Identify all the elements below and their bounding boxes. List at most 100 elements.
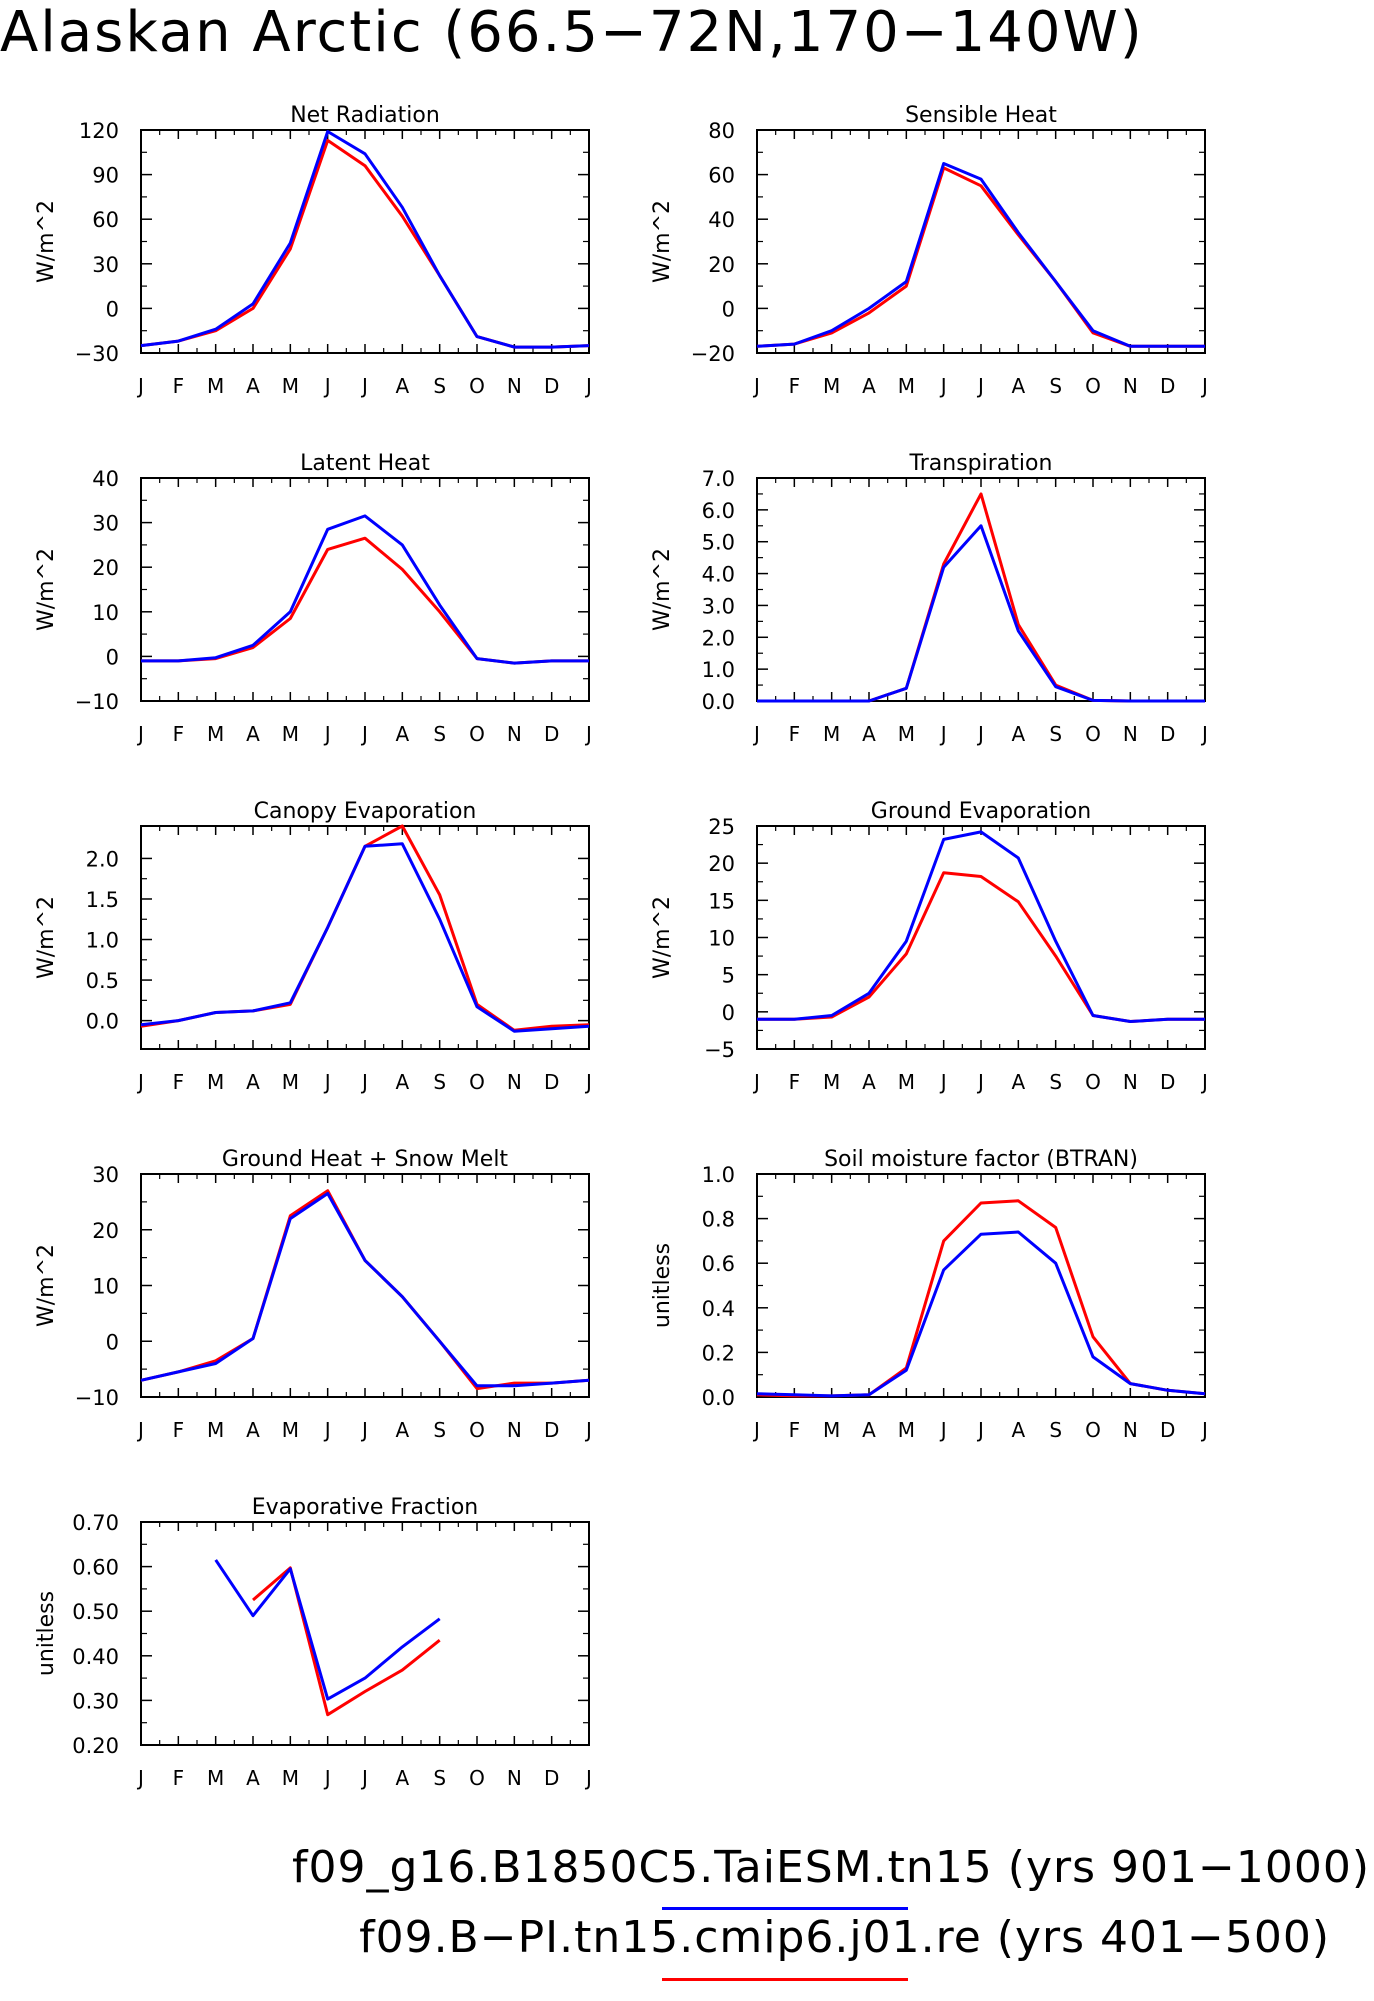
- x-tick-label: A: [1011, 1070, 1025, 1094]
- panel-title: Latent Heat: [300, 451, 430, 476]
- x-tick-label: J: [752, 1418, 760, 1442]
- plot-frame: [756, 825, 1206, 1050]
- series-line-1: [140, 1189, 590, 1391]
- plot-frame: [756, 129, 1206, 354]
- y-axis-label: W/m^2: [34, 1244, 59, 1327]
- series-line-1: [757, 871, 1205, 1023]
- x-tick-label: J: [584, 1418, 592, 1442]
- x-tick-label: S: [433, 1766, 446, 1790]
- x-tick-label: A: [862, 374, 876, 398]
- series-line-2: [757, 830, 1205, 1023]
- x-tick-label: O: [469, 1418, 485, 1442]
- x-tick-label: J: [1200, 374, 1208, 398]
- x-tick-label: F: [789, 374, 801, 398]
- x-tick-label: N: [1123, 374, 1138, 398]
- x-tick-label: M: [207, 374, 224, 398]
- y-tick-label: 0: [106, 645, 119, 669]
- y-tick-label: 2.0: [702, 626, 735, 650]
- y-tick-label: 5: [722, 964, 735, 988]
- y-tick-label: 25: [708, 815, 735, 839]
- y-tick-label: 1.0: [702, 658, 735, 682]
- y-tick-label: 0.50: [72, 1600, 119, 1624]
- x-tick-label: O: [1085, 722, 1101, 746]
- y-tick-label: 60: [92, 208, 119, 232]
- x-tick-label: S: [433, 722, 446, 746]
- x-tick-label: J: [136, 374, 144, 398]
- x-tick-label: J: [360, 722, 368, 746]
- y-tick-label: 30: [92, 512, 119, 536]
- x-tick-label: M: [282, 722, 299, 746]
- x-tick-label: J: [323, 1766, 331, 1790]
- y-tick-label: 10: [92, 601, 119, 625]
- y-tick-label: 3.0: [702, 594, 735, 618]
- x-tick-label: J: [976, 1418, 984, 1442]
- x-tick-label: J: [752, 722, 760, 746]
- series-line-2: [140, 842, 590, 1033]
- x-tick-label: M: [282, 1766, 299, 1790]
- x-tick-label: F: [173, 374, 185, 398]
- x-tick-label: O: [1085, 374, 1101, 398]
- x-tick-label: M: [823, 1070, 840, 1094]
- x-tick-label: D: [544, 1418, 559, 1442]
- x-tick-label: M: [898, 1418, 915, 1442]
- y-tick-label: 90: [92, 164, 119, 188]
- x-tick-label: J: [584, 374, 592, 398]
- y-tick-label: 0.0: [702, 690, 735, 714]
- y-tick-label: 0.0: [702, 1386, 735, 1410]
- x-tick-label: S: [1049, 722, 1062, 746]
- y-tick-label: −20: [691, 342, 735, 366]
- y-tick-label: −10: [75, 690, 119, 714]
- panel-title: Soil moisture factor (BTRAN): [824, 1147, 1138, 1172]
- series-line-2: [757, 524, 1205, 703]
- series-line-2: [140, 130, 590, 349]
- y-tick-label: 120: [79, 119, 119, 143]
- x-tick-label: J: [136, 1070, 144, 1094]
- y-tick-label: 0.5: [86, 969, 119, 993]
- x-tick-label: N: [507, 1766, 522, 1790]
- x-tick-label: D: [1160, 1070, 1175, 1094]
- x-tick-label: M: [823, 722, 840, 746]
- x-tick-label: S: [433, 374, 446, 398]
- x-tick-label: J: [1200, 1418, 1208, 1442]
- x-tick-label: N: [1123, 1070, 1138, 1094]
- x-tick-label: D: [544, 374, 559, 398]
- y-tick-label: 7.0: [702, 467, 735, 491]
- x-tick-label: M: [823, 374, 840, 398]
- legend-label-series-1: f09_g16.B1850C5.TaiESM.tn15 (yrs 901−100…: [291, 1842, 1370, 1893]
- y-axis-label: W/m^2: [34, 200, 59, 283]
- panel-title: Net Radiation: [290, 103, 440, 128]
- x-tick-label: J: [360, 1070, 368, 1094]
- x-tick-label: A: [395, 1418, 409, 1442]
- y-tick-label: 10: [708, 927, 735, 951]
- y-tick-label: 5.0: [702, 531, 735, 555]
- x-tick-label: M: [207, 1418, 224, 1442]
- x-tick-label: M: [282, 374, 299, 398]
- x-tick-label: A: [1011, 722, 1025, 746]
- x-tick-label: J: [752, 374, 760, 398]
- x-tick-label: F: [789, 722, 801, 746]
- panel-title: Ground Heat + Snow Melt: [222, 1147, 509, 1172]
- y-axis-label: W/m^2: [650, 896, 675, 979]
- plot-frame: [140, 1173, 590, 1398]
- y-tick-label: 1.0: [702, 1163, 735, 1187]
- x-tick-label: A: [246, 1766, 260, 1790]
- x-tick-label: A: [395, 722, 409, 746]
- x-tick-label: S: [433, 1418, 446, 1442]
- y-tick-label: 0: [106, 1330, 119, 1354]
- x-tick-label: J: [1200, 722, 1208, 746]
- x-tick-label: F: [789, 1070, 801, 1094]
- plot-frame: [756, 1173, 1206, 1398]
- legend-label-series-2: f09.B−PI.tn15.cmip6.j01.re (yrs 401−500): [359, 1912, 1330, 1963]
- x-tick-label: J: [323, 1070, 331, 1094]
- y-axis-label: W/m^2: [34, 896, 59, 979]
- x-tick-label: D: [1160, 1418, 1175, 1442]
- series-line-1: [140, 138, 590, 349]
- y-axis-label: W/m^2: [650, 200, 675, 283]
- series-line-2: [756, 1230, 1206, 1398]
